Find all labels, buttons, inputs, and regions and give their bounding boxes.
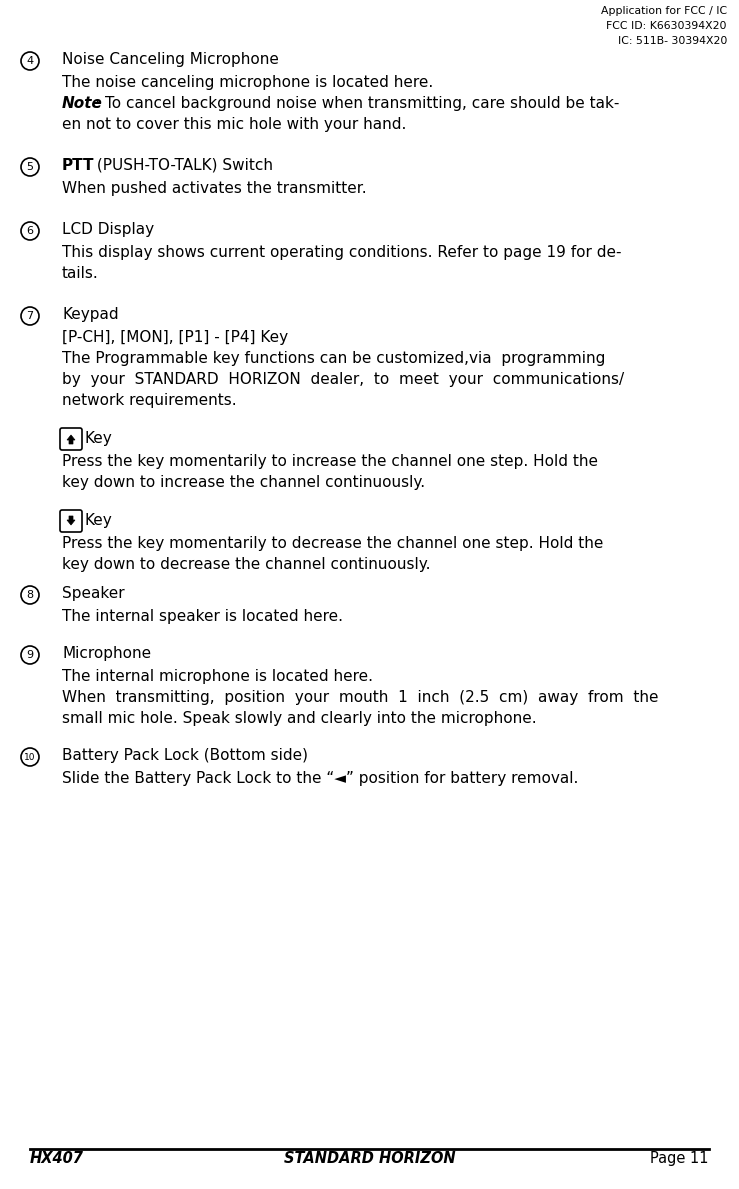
Text: The noise canceling microphone is located here.: The noise canceling microphone is locate… (62, 75, 433, 90)
Text: Page 11: Page 11 (650, 1151, 709, 1166)
Text: The internal microphone is located here.: The internal microphone is located here. (62, 669, 373, 684)
Text: by  your  STANDARD  HORIZON  dealer,  to  meet  your  communications/: by your STANDARD HORIZON dealer, to meet… (62, 372, 624, 386)
Text: Application for FCC / IC: Application for FCC / IC (601, 6, 727, 15)
Text: When  transmitting,  position  your  mouth  1  inch  (2.5  cm)  away  from  the: When transmitting, position your mouth 1… (62, 690, 658, 705)
Text: STANDARD HORIZON: STANDARD HORIZON (284, 1151, 455, 1166)
Text: When pushed activates the transmitter.: When pushed activates the transmitter. (62, 181, 367, 196)
Text: Press the key momentarily to increase the channel one step. Hold the: Press the key momentarily to increase th… (62, 454, 598, 468)
Text: Noise Canceling Microphone: Noise Canceling Microphone (62, 52, 279, 67)
Text: The Programmable key functions can be customized,via  programming: The Programmable key functions can be cu… (62, 351, 605, 366)
Text: Microphone: Microphone (62, 646, 151, 661)
Text: [P-CH], [MON], [P1] - [P4] Key: [P-CH], [MON], [P1] - [P4] Key (62, 331, 288, 345)
Text: en not to cover this mic hole with your hand.: en not to cover this mic hole with your … (62, 117, 406, 132)
Text: HX407: HX407 (30, 1151, 84, 1166)
Text: 9: 9 (27, 650, 33, 660)
Text: IC: 511B- 30394X20: IC: 511B- 30394X20 (618, 36, 727, 46)
Polygon shape (67, 516, 75, 526)
Text: 5: 5 (27, 162, 33, 172)
Text: 6: 6 (27, 226, 33, 235)
Text: key down to increase the channel continuously.: key down to increase the channel continu… (62, 474, 425, 490)
Text: 7: 7 (27, 312, 33, 321)
Text: tails.: tails. (62, 266, 99, 281)
Text: (PUSH-TO-TALK) Switch: (PUSH-TO-TALK) Switch (92, 158, 273, 174)
Text: LCD Display: LCD Display (62, 222, 154, 237)
Text: key down to decrease the channel continuously.: key down to decrease the channel continu… (62, 556, 431, 572)
Text: Battery Pack Lock (Bottom side): Battery Pack Lock (Bottom side) (62, 748, 308, 763)
Text: Press the key momentarily to decrease the channel one step. Hold the: Press the key momentarily to decrease th… (62, 536, 603, 551)
Text: Note: Note (62, 96, 103, 111)
Text: Key: Key (84, 512, 112, 528)
Text: 8: 8 (27, 590, 33, 600)
Polygon shape (67, 435, 75, 443)
Text: The internal speaker is located here.: The internal speaker is located here. (62, 609, 343, 624)
Text: Speaker: Speaker (62, 586, 125, 600)
Text: Slide the Battery Pack Lock to the “◄” position for battery removal.: Slide the Battery Pack Lock to the “◄” p… (62, 770, 579, 786)
Text: : To cancel background noise when transmitting, care should be tak-: : To cancel background noise when transm… (95, 96, 619, 111)
Text: 10: 10 (24, 753, 35, 761)
Text: Keypad: Keypad (62, 307, 119, 322)
Text: small mic hole. Speak slowly and clearly into the microphone.: small mic hole. Speak slowly and clearly… (62, 711, 537, 726)
Text: network requirements.: network requirements. (62, 394, 236, 408)
Text: Key: Key (84, 430, 112, 446)
Text: PTT: PTT (62, 158, 95, 174)
Text: FCC ID: K6630394X20: FCC ID: K6630394X20 (607, 21, 727, 31)
Text: 4: 4 (27, 56, 33, 67)
Text: This display shows current operating conditions. Refer to page 19 for de-: This display shows current operating con… (62, 245, 621, 260)
